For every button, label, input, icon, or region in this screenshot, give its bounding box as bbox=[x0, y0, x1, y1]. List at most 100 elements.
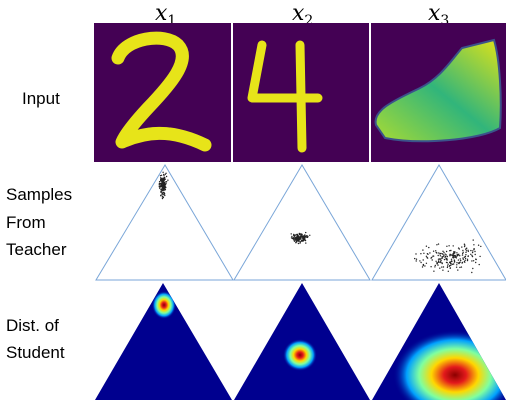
sample-dot bbox=[434, 266, 435, 267]
sample-dot bbox=[460, 258, 461, 259]
sample-dot bbox=[457, 269, 458, 270]
sample-dot bbox=[465, 252, 466, 253]
sample-dot bbox=[304, 234, 305, 235]
sample-dot bbox=[449, 254, 450, 255]
sample-dot bbox=[416, 260, 417, 261]
sample-dot bbox=[465, 260, 466, 261]
sample-dot bbox=[455, 256, 456, 257]
sample-dot bbox=[164, 179, 165, 180]
sample-dot bbox=[475, 259, 476, 260]
sample-dot bbox=[160, 177, 161, 178]
sample-dot bbox=[291, 236, 292, 237]
sample-dot bbox=[472, 252, 473, 253]
sample-dot bbox=[438, 255, 439, 256]
sample-dot bbox=[470, 250, 471, 251]
sample-dot bbox=[479, 264, 480, 265]
sample-dot bbox=[454, 259, 455, 260]
sample-dot bbox=[474, 251, 475, 252]
sample-dot bbox=[467, 259, 468, 260]
sample-dot bbox=[432, 259, 433, 260]
sample-dot bbox=[428, 247, 429, 248]
sample-dot bbox=[462, 262, 463, 263]
sample-dot bbox=[433, 271, 434, 272]
sample-dot bbox=[422, 266, 423, 267]
sample-dot bbox=[456, 264, 457, 265]
sample-dot bbox=[420, 253, 421, 254]
sample-dot bbox=[165, 174, 166, 175]
sample-dot bbox=[440, 253, 441, 254]
page: {"columns": [ {"symbol": "x", "subscript… bbox=[0, 0, 506, 402]
sample-dot bbox=[295, 239, 296, 240]
sample-dot bbox=[465, 254, 466, 255]
row-label: Input bbox=[22, 89, 60, 108]
sample-dot bbox=[456, 252, 457, 253]
sample-dot bbox=[447, 265, 448, 266]
sample-dot bbox=[419, 260, 420, 261]
symbol: x bbox=[428, 1, 441, 26]
sample-dot bbox=[294, 241, 295, 242]
sample-dot bbox=[464, 261, 465, 262]
sample-dot bbox=[454, 261, 455, 262]
sample-dot bbox=[470, 254, 471, 255]
sample-dot bbox=[303, 239, 304, 240]
sample-dot bbox=[162, 178, 163, 179]
sample-dot bbox=[426, 246, 427, 247]
sample-dot bbox=[423, 259, 424, 260]
sample-dot bbox=[459, 248, 460, 249]
sample-dot bbox=[451, 259, 452, 260]
sample-dot bbox=[467, 260, 468, 261]
sample-dot bbox=[463, 259, 464, 260]
symbol: x bbox=[292, 1, 305, 26]
density bbox=[152, 291, 176, 319]
sample-dot bbox=[159, 185, 160, 186]
sample-dot bbox=[439, 268, 440, 269]
sample-dot bbox=[462, 253, 463, 254]
sample-dot bbox=[299, 233, 300, 234]
sample-dot bbox=[449, 265, 450, 266]
sample-dot bbox=[430, 266, 431, 267]
sample-dot bbox=[160, 195, 161, 196]
sample-dot bbox=[446, 259, 447, 260]
sample-dot bbox=[466, 248, 467, 249]
sample-dot bbox=[160, 178, 161, 179]
sample-dot bbox=[295, 237, 296, 238]
sample-dot bbox=[162, 186, 163, 187]
sample-dot bbox=[471, 260, 472, 261]
sample-dot bbox=[435, 261, 436, 262]
sample-dot bbox=[451, 261, 452, 262]
sample-dot bbox=[464, 244, 465, 245]
sample-dot bbox=[422, 249, 423, 250]
sample-dot bbox=[437, 263, 438, 264]
sample-dot bbox=[473, 239, 474, 240]
sample-dot bbox=[465, 258, 466, 259]
sample-dot bbox=[454, 252, 455, 253]
sample-dot bbox=[462, 257, 463, 258]
sample-dot bbox=[160, 180, 161, 181]
sample-dot bbox=[464, 246, 465, 247]
row-label: Student bbox=[6, 343, 65, 362]
sample-dot bbox=[165, 183, 166, 184]
sample-dot bbox=[415, 253, 416, 254]
sample-dot bbox=[442, 254, 443, 255]
sample-dot bbox=[461, 246, 462, 247]
sample-dot bbox=[438, 243, 439, 244]
sample-dot bbox=[163, 194, 164, 195]
sample-dot bbox=[456, 267, 457, 268]
sample-dot bbox=[458, 259, 459, 260]
sample-dot bbox=[302, 237, 303, 238]
sample-dot bbox=[439, 259, 440, 260]
sample-dot bbox=[461, 266, 462, 267]
sample-dot bbox=[438, 262, 439, 263]
sample-dot bbox=[459, 267, 460, 268]
sample-dot bbox=[430, 257, 431, 258]
sample-dot bbox=[167, 180, 168, 181]
sample-dot bbox=[465, 249, 466, 250]
sample-dot bbox=[420, 262, 421, 263]
sample-dot bbox=[436, 244, 437, 245]
sample-dot bbox=[414, 258, 415, 259]
sample-dot bbox=[423, 264, 424, 265]
sample-dot bbox=[438, 252, 439, 253]
sample-dot bbox=[443, 255, 444, 256]
sample-dot bbox=[433, 251, 434, 252]
sample-dot bbox=[159, 184, 160, 185]
